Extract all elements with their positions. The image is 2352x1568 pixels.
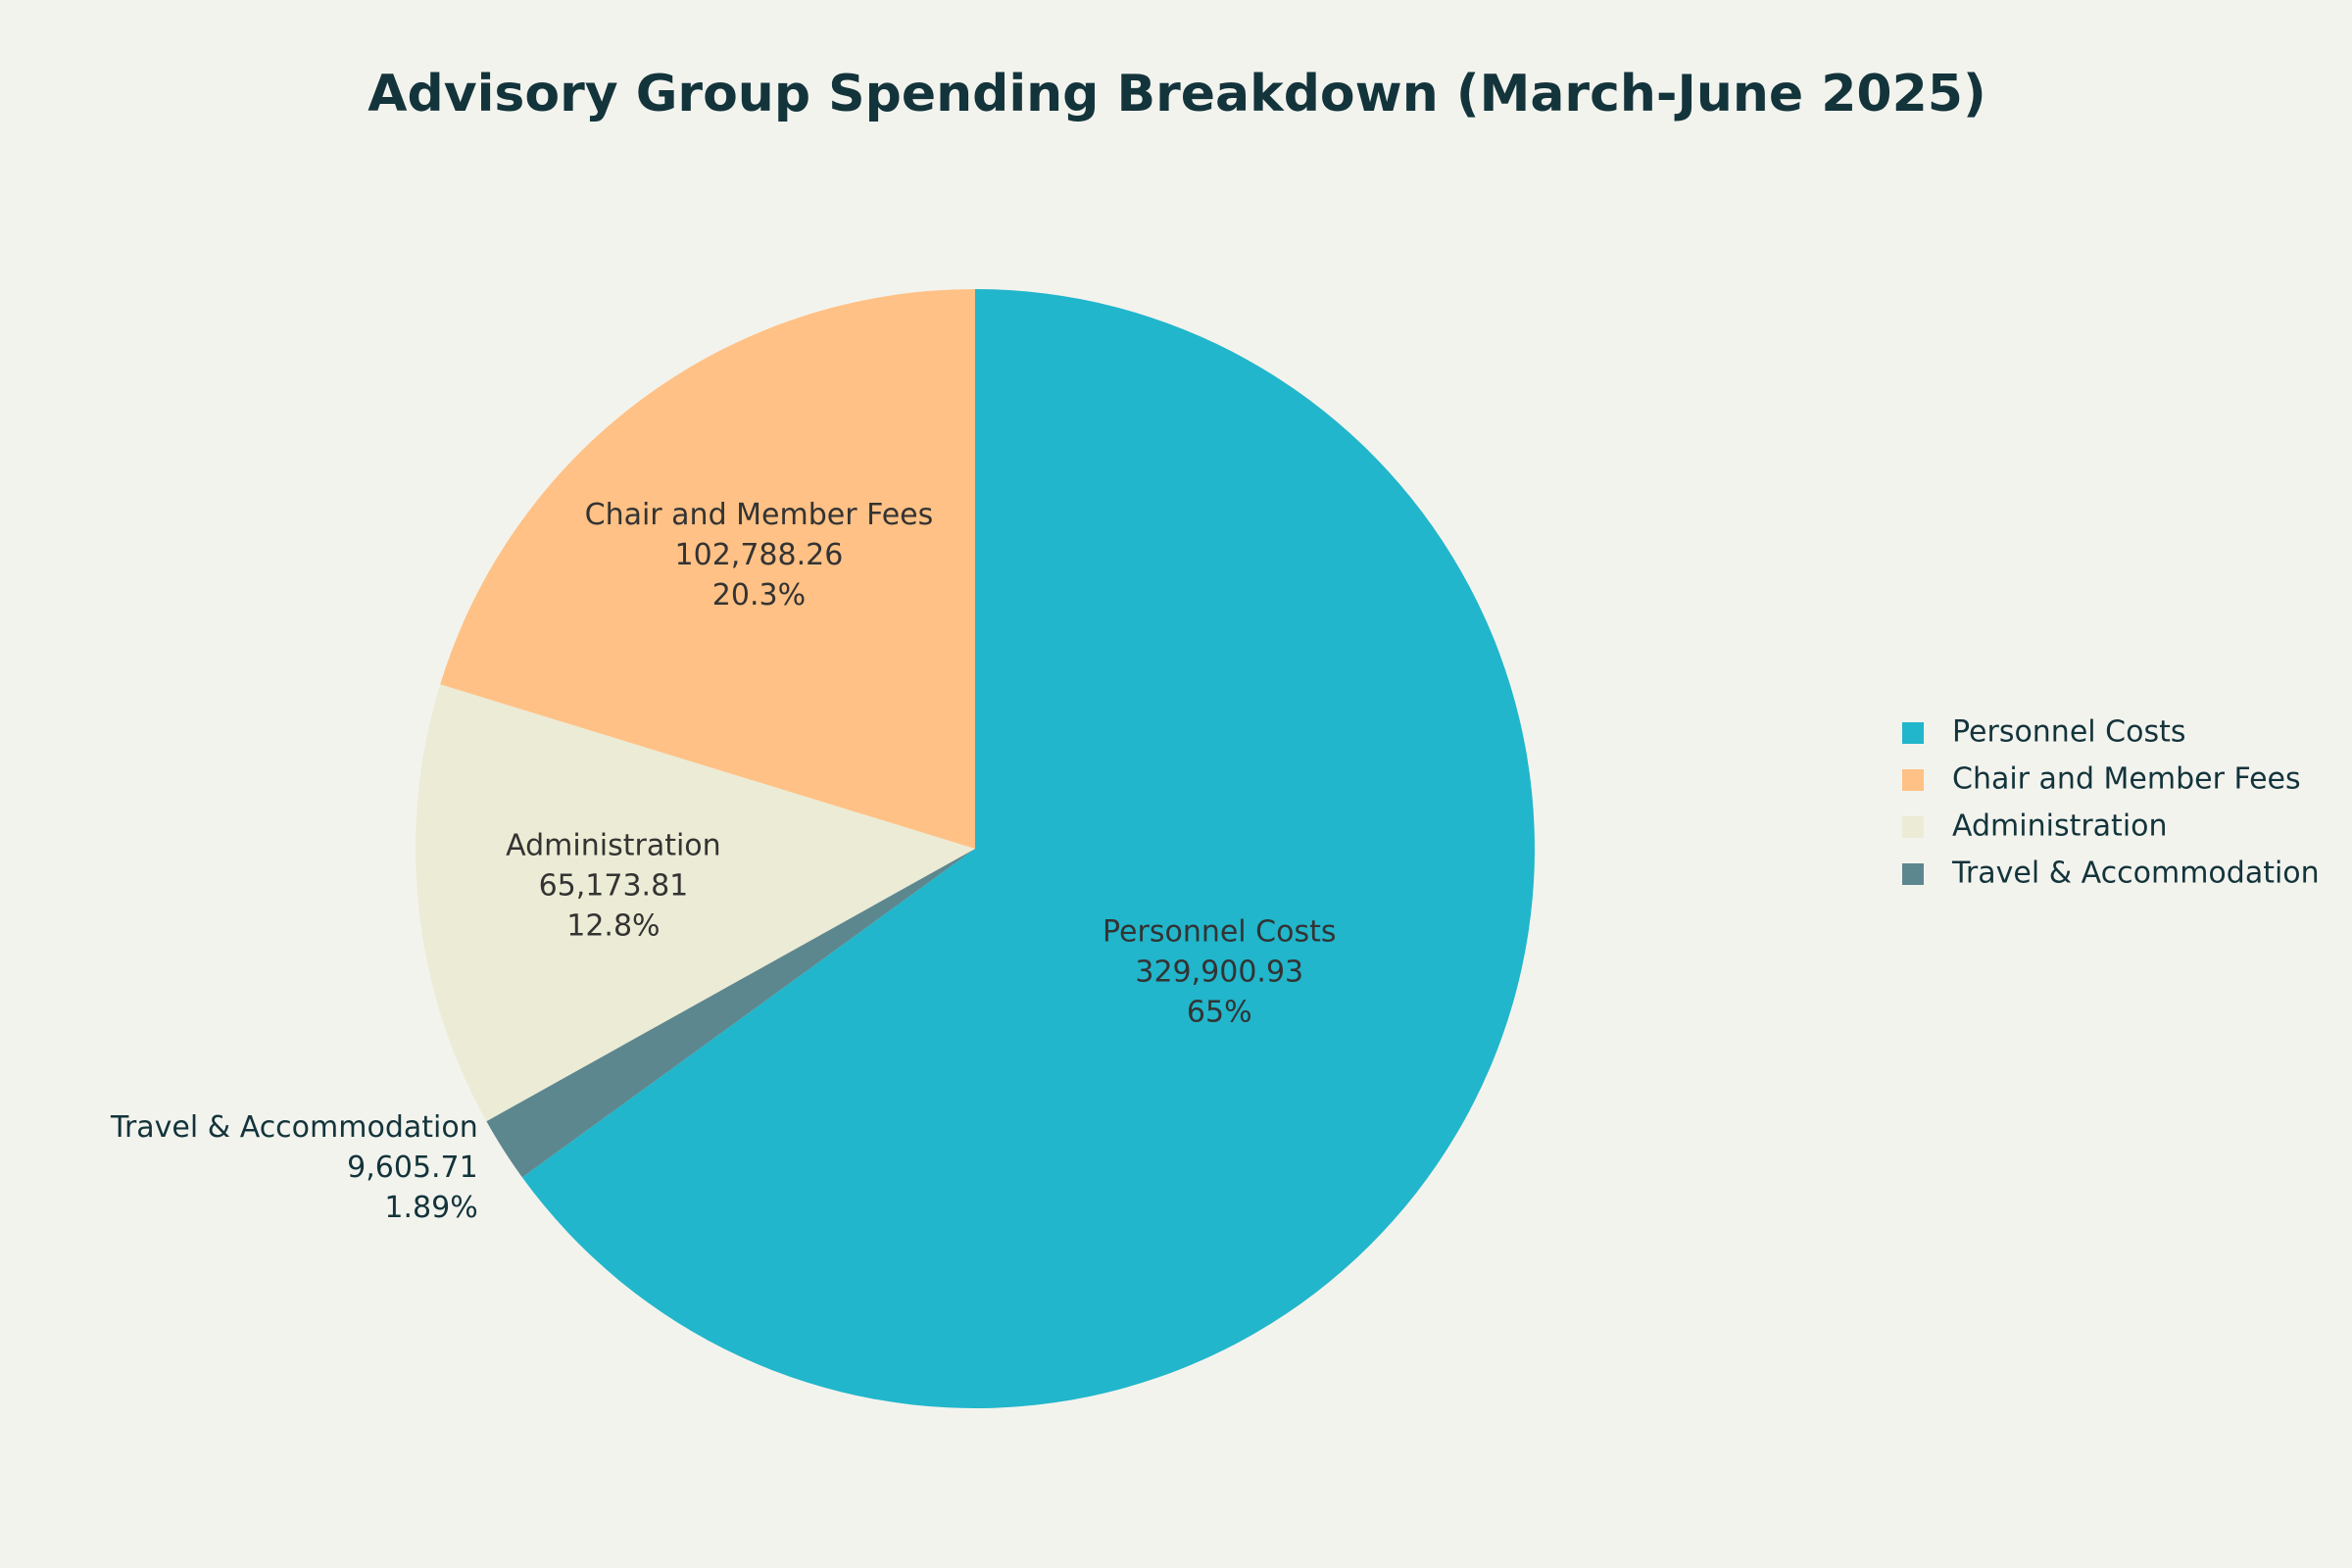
legend-swatch <box>1902 863 1924 885</box>
slice-label: 12.8% <box>566 909 660 944</box>
pie-slice <box>440 289 975 849</box>
slice-label: 20.3% <box>712 578 806 612</box>
chart-title: Advisory Group Spending Breakdown (March… <box>368 65 1986 123</box>
slice-label: 1.89% <box>384 1191 477 1225</box>
legend-label: Chair and Member Fees <box>1952 762 2301 797</box>
legend-label: Travel & Accommodation <box>1951 857 2320 891</box>
pie-slice <box>521 289 1535 1408</box>
slice-label: Administration <box>506 829 721 863</box>
slice-label: 102,788.26 <box>675 538 844 572</box>
legend-swatch <box>1902 816 1924 838</box>
slice-label: Travel & Accommodation <box>110 1110 478 1145</box>
legend-label: Personnel Costs <box>1952 715 2185 750</box>
legend-swatch <box>1902 722 1924 744</box>
slice-label: Personnel Costs <box>1102 915 1336 950</box>
slice-label: 329,900.93 <box>1135 956 1303 990</box>
legend-label: Administration <box>1952 809 2168 844</box>
pie-slice <box>415 684 975 1122</box>
pie-slice <box>486 849 975 1178</box>
slice-label: 9,605.71 <box>347 1151 478 1185</box>
slice-label: 65,173.81 <box>539 869 689 904</box>
legend-swatch <box>1902 769 1924 791</box>
slice-label: 65% <box>1187 996 1252 1030</box>
slice-label: Chair and Member Fees <box>585 498 934 532</box>
